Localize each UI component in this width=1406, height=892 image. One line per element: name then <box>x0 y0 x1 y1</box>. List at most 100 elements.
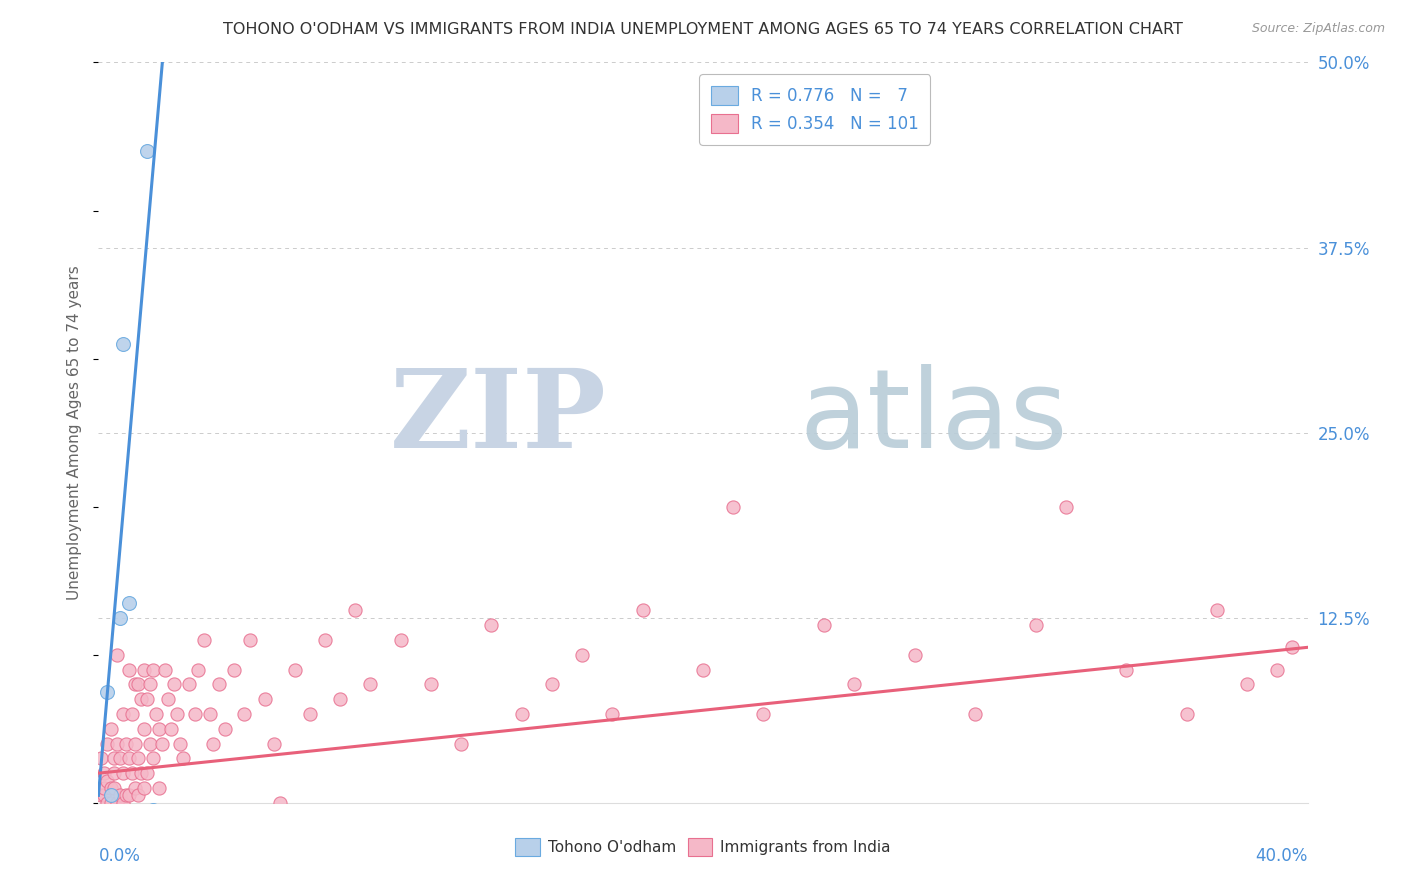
Text: 0.0%: 0.0% <box>98 847 141 865</box>
Point <box>108 789 131 803</box>
Point <box>1267 663 1289 677</box>
Point <box>96 796 118 810</box>
Point <box>124 677 146 691</box>
Point <box>540 677 562 691</box>
Point <box>208 677 231 691</box>
Point <box>96 685 118 699</box>
Text: Source: ZipAtlas.com: Source: ZipAtlas.com <box>1251 22 1385 36</box>
Point <box>602 706 624 721</box>
Point <box>142 663 165 677</box>
Point <box>96 737 118 751</box>
Point <box>510 706 533 721</box>
Point <box>148 780 170 795</box>
Point <box>100 796 122 810</box>
Point <box>202 737 225 751</box>
Point <box>193 632 215 647</box>
Point <box>121 766 143 780</box>
Point <box>314 632 336 647</box>
Point <box>965 706 987 721</box>
Point <box>135 145 157 159</box>
Point <box>124 737 146 751</box>
Point <box>132 780 155 795</box>
Point <box>160 722 183 736</box>
Point <box>1175 706 1198 721</box>
Point <box>139 677 162 691</box>
Point <box>127 677 149 691</box>
Point <box>232 706 254 721</box>
Point <box>108 610 131 624</box>
Point <box>752 706 775 721</box>
Point <box>118 789 141 803</box>
Point <box>111 336 134 351</box>
Point <box>723 500 745 514</box>
Point <box>187 663 209 677</box>
Point <box>450 737 472 751</box>
Point <box>224 663 246 677</box>
Point <box>142 803 165 817</box>
Point <box>904 648 927 662</box>
Point <box>103 766 125 780</box>
Point <box>90 751 112 765</box>
Point <box>156 692 179 706</box>
Point <box>169 737 191 751</box>
Point <box>132 663 155 677</box>
Point <box>90 789 112 803</box>
Point <box>121 706 143 721</box>
Point <box>1115 663 1137 677</box>
Text: ZIP: ZIP <box>389 364 606 471</box>
Text: atlas: atlas <box>800 364 1069 471</box>
Point <box>481 618 503 632</box>
Point <box>118 751 141 765</box>
Point <box>179 677 201 691</box>
Point <box>135 692 157 706</box>
Legend: Tohono O'odham, Immigrants from India: Tohono O'odham, Immigrants from India <box>509 832 897 862</box>
Point <box>1024 618 1046 632</box>
Point <box>103 751 125 765</box>
Point <box>166 706 188 721</box>
Text: 40.0%: 40.0% <box>1256 847 1308 865</box>
Point <box>118 663 141 677</box>
Point <box>1054 500 1077 514</box>
Point <box>135 766 157 780</box>
Point <box>142 751 165 765</box>
Point <box>96 773 118 788</box>
Point <box>114 737 136 751</box>
Point <box>284 663 307 677</box>
Point <box>239 632 262 647</box>
Point <box>1281 640 1303 655</box>
Point <box>132 722 155 736</box>
Point <box>100 780 122 795</box>
Point <box>329 692 352 706</box>
Point <box>100 789 122 803</box>
Point <box>1206 603 1229 617</box>
Point <box>93 789 115 803</box>
Point <box>571 648 593 662</box>
Point <box>93 780 115 795</box>
Point <box>163 677 186 691</box>
Point <box>105 796 128 810</box>
Point <box>269 796 291 810</box>
Point <box>111 766 134 780</box>
Point <box>127 789 149 803</box>
Point <box>105 648 128 662</box>
Point <box>129 766 152 780</box>
Point <box>360 677 382 691</box>
Point <box>692 663 714 677</box>
Point <box>253 692 276 706</box>
Point <box>150 737 173 751</box>
Point <box>844 677 866 691</box>
Point <box>108 751 131 765</box>
Point <box>631 603 654 617</box>
Point <box>1236 677 1258 691</box>
Point <box>118 596 141 610</box>
Point <box>139 737 162 751</box>
Point <box>100 722 122 736</box>
Point <box>299 706 322 721</box>
Point <box>148 722 170 736</box>
Point <box>200 706 222 721</box>
Y-axis label: Unemployment Among Ages 65 to 74 years: Unemployment Among Ages 65 to 74 years <box>67 265 83 600</box>
Point <box>111 706 134 721</box>
Point <box>145 706 167 721</box>
Point <box>389 632 412 647</box>
Point <box>129 692 152 706</box>
